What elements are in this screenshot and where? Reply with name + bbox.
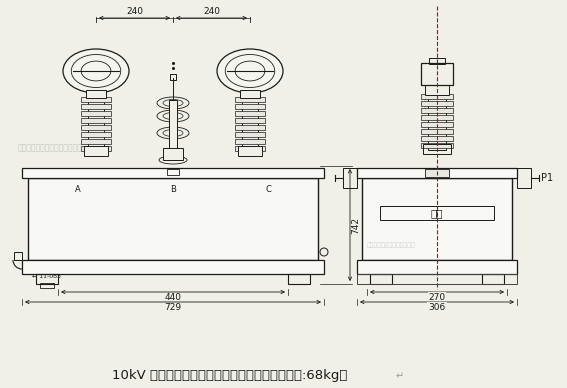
Bar	[238, 146, 262, 156]
Bar	[425, 169, 449, 177]
Bar	[421, 122, 453, 127]
Bar	[421, 63, 453, 85]
Text: 270: 270	[429, 293, 446, 301]
Bar	[235, 125, 265, 130]
Bar	[163, 148, 183, 160]
Bar	[343, 168, 357, 188]
Bar	[362, 178, 512, 260]
Text: 306: 306	[429, 303, 446, 312]
Bar	[235, 139, 265, 144]
Bar	[22, 168, 324, 178]
Bar	[235, 132, 265, 137]
Text: 保定骥中力设备有限责任公司: 保定骥中力设备有限责任公司	[367, 242, 416, 248]
Bar	[81, 111, 111, 116]
Bar	[14, 252, 22, 260]
Text: 240: 240	[203, 7, 220, 17]
Bar	[421, 143, 453, 148]
Bar	[81, 125, 111, 130]
Text: 742: 742	[352, 217, 361, 234]
Bar	[235, 111, 265, 116]
Text: 铭牌: 铭牌	[431, 208, 443, 218]
Bar	[170, 74, 176, 80]
Bar	[421, 94, 453, 99]
Ellipse shape	[157, 127, 189, 139]
Bar	[421, 101, 453, 106]
Bar	[240, 90, 260, 98]
Text: 729: 729	[164, 303, 181, 312]
Bar	[81, 104, 111, 109]
Text: 440: 440	[164, 293, 181, 303]
Ellipse shape	[157, 97, 189, 109]
Text: ↵: ↵	[396, 371, 404, 381]
Bar	[81, 139, 111, 144]
Text: 10kV 倒立式组合互感器外形及安装尺寸图（重量:68kg）: 10kV 倒立式组合互感器外形及安装尺寸图（重量:68kg）	[112, 369, 348, 383]
Bar	[169, 100, 177, 150]
Ellipse shape	[159, 156, 187, 164]
Bar	[429, 58, 445, 64]
Bar	[370, 274, 392, 284]
Bar	[482, 274, 504, 284]
Bar	[288, 274, 310, 284]
Ellipse shape	[157, 110, 189, 122]
Bar	[357, 274, 517, 284]
Bar	[421, 129, 453, 134]
Text: C: C	[265, 185, 271, 194]
Bar	[81, 97, 111, 102]
Bar	[86, 90, 106, 98]
Bar	[421, 136, 453, 141]
Bar	[81, 146, 111, 151]
Bar	[81, 132, 111, 137]
Bar	[235, 104, 265, 109]
Bar	[235, 97, 265, 102]
Bar	[235, 118, 265, 123]
Bar	[84, 146, 108, 156]
Text: P1: P1	[541, 173, 553, 183]
Bar	[40, 283, 54, 288]
Bar	[517, 168, 531, 188]
Bar	[357, 260, 517, 274]
Bar	[421, 115, 453, 120]
Bar	[428, 93, 446, 150]
Text: 保定市骥中力设备有限责任公司: 保定市骥中力设备有限责任公司	[18, 144, 83, 152]
Ellipse shape	[63, 49, 129, 93]
Bar	[81, 118, 111, 123]
Bar	[425, 85, 449, 95]
Text: A: A	[75, 185, 81, 194]
Bar	[423, 144, 451, 154]
Bar	[235, 146, 265, 151]
Bar	[421, 108, 453, 113]
Bar	[22, 260, 324, 274]
Bar	[28, 178, 318, 260]
Bar	[242, 96, 258, 152]
Bar	[380, 206, 494, 220]
Ellipse shape	[217, 49, 283, 93]
Bar	[88, 96, 104, 152]
Bar	[357, 168, 517, 178]
Bar	[167, 169, 179, 175]
Text: 240: 240	[126, 7, 143, 17]
Text: ← 11-083: ← 11-083	[32, 274, 61, 279]
Bar	[36, 274, 58, 284]
Text: B: B	[170, 185, 176, 194]
